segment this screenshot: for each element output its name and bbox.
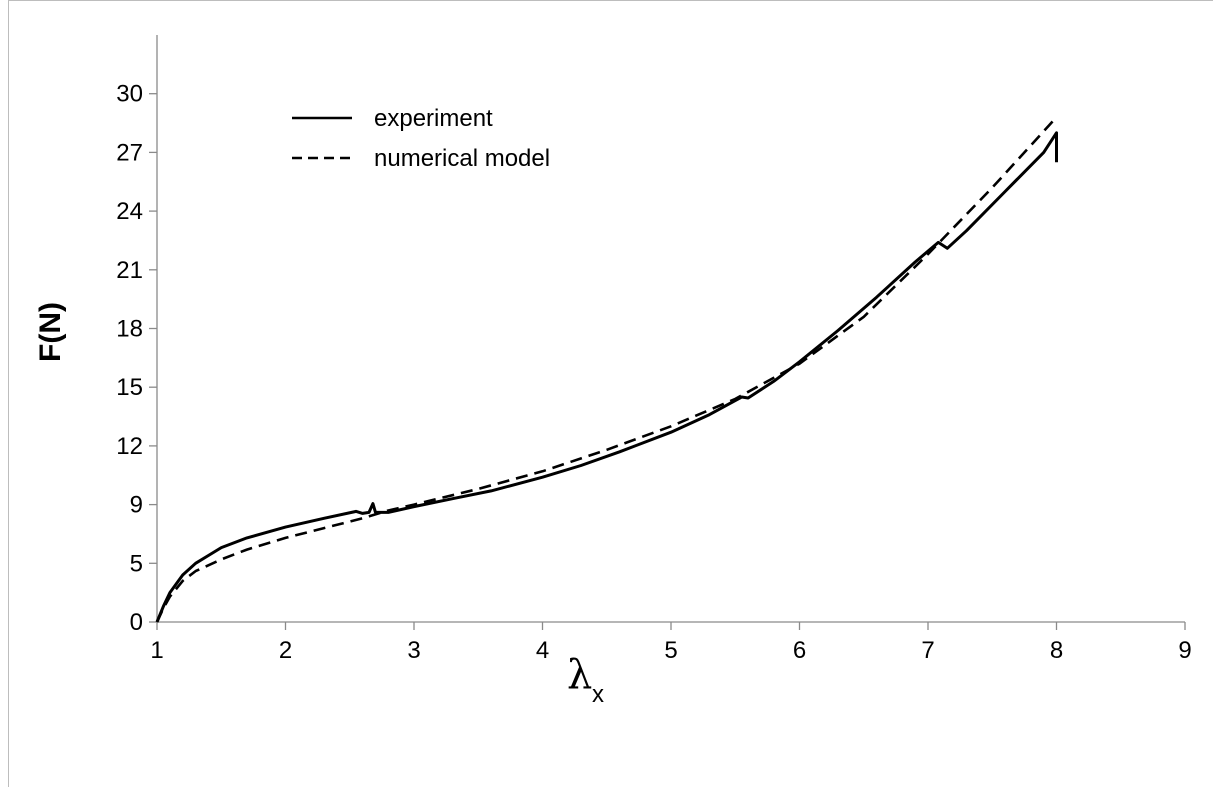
y-tick-label: 18 [116, 316, 143, 343]
x-tick-label: 3 [407, 637, 420, 664]
x-tick-label: 4 [536, 637, 549, 664]
series-line-numerical-model [155, 116, 1058, 623]
legend-label-numerical-model: numerical model [374, 145, 550, 172]
x-tick-label: 1 [150, 637, 163, 664]
y-tick-label: 12 [116, 433, 143, 460]
x-axis-label-subscript: x [592, 681, 604, 708]
x-tick-label: 5 [664, 637, 677, 664]
chart-frame [8, 0, 1213, 787]
axes [156, 35, 1185, 623]
y-tick-label: 27 [116, 139, 143, 166]
series-layer [155, 116, 1058, 623]
legend-label-experiment: experiment [374, 105, 493, 132]
x-tick-label: 6 [793, 637, 806, 664]
x-ticks: 1 2 3 4 5 6 7 8 9 [150, 622, 1192, 664]
y-tick-label: 5 [130, 550, 143, 577]
series-line-experiment [155, 131, 1058, 623]
x-tick-label: 7 [921, 637, 934, 664]
y-axis-label: F(N) [34, 302, 67, 362]
x-axis-label: λ [567, 652, 592, 698]
x-tick-label: 9 [1178, 637, 1191, 664]
y-tick-label: 30 [116, 81, 143, 108]
y-tick-label: 24 [116, 198, 143, 225]
x-tick-label: 2 [279, 637, 292, 664]
y-tick-label: 21 [116, 257, 143, 284]
y-tick-label: 15 [116, 374, 143, 401]
legend: experiment numerical model [292, 105, 550, 172]
y-tick-label: 0 [130, 609, 143, 636]
x-tick-label: 8 [1050, 637, 1063, 664]
y-ticks: 0 5 9 12 15 18 21 24 27 30 [116, 81, 157, 636]
y-tick-label: 9 [130, 492, 143, 519]
